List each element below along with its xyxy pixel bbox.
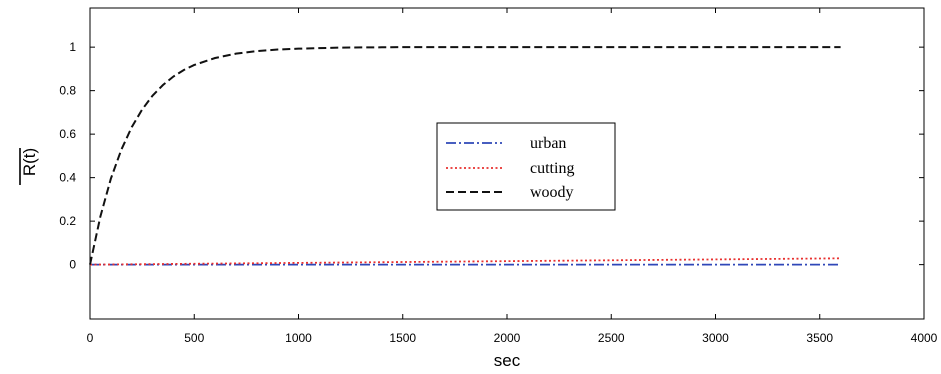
y-tick-label: 0.6 xyxy=(59,127,76,141)
y-axis-label-group: R(t) xyxy=(19,148,39,185)
legend: urban cutting woody xyxy=(436,122,616,211)
x-tick-label: 1000 xyxy=(285,331,312,345)
x-tick-label: 1500 xyxy=(389,331,416,345)
series-line-woody xyxy=(89,46,841,265)
x-tick-label: 2000 xyxy=(494,331,521,345)
x-tick-label: 4000 xyxy=(911,331,938,345)
series-line-cutting xyxy=(89,257,841,266)
x-tick-label: 3000 xyxy=(702,331,729,345)
x-tick-label: 500 xyxy=(184,331,204,345)
y-tick-label: 1 xyxy=(69,40,76,54)
y-tick-label: 0.8 xyxy=(59,84,76,98)
series-lines xyxy=(89,46,841,266)
x-tick-label: 0 xyxy=(87,331,94,345)
legend-label-cutting: cutting xyxy=(530,160,574,177)
y-tick-label: 0 xyxy=(69,258,76,272)
axis-ticks: 0 500 1000 1500 2000 2500 3000 3500 4000 0 0.2 0.4 0… xyxy=(59,8,938,345)
legend-label-urban: urban xyxy=(530,135,566,152)
x-tick-label: 2500 xyxy=(598,331,625,345)
y-tick-label: 0.4 xyxy=(59,171,76,185)
x-axis-label: sec xyxy=(494,351,521,370)
y-tick-label: 0.2 xyxy=(59,214,76,228)
x-tick-label: 3500 xyxy=(806,331,833,345)
legend-label-woody: woody xyxy=(530,184,574,201)
y-axis-label: R(t) xyxy=(20,148,39,176)
legend-box xyxy=(436,122,616,211)
